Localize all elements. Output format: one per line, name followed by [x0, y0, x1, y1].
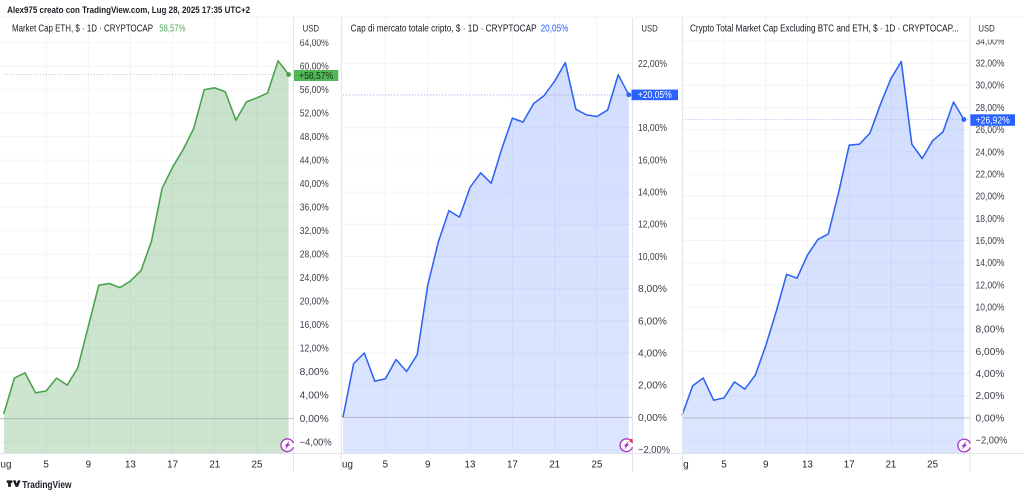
svg-text:28,00%: 28,00% [300, 250, 329, 261]
svg-text:30,00%: 30,00% [976, 81, 1005, 92]
svg-text:32,00%: 32,00% [976, 59, 1005, 70]
svg-text:24,00%: 24,00% [300, 273, 329, 284]
svg-text:−4,00%: −4,00% [300, 438, 332, 449]
svg-text:g: g [683, 459, 688, 470]
svg-text:8,00%: 8,00% [976, 325, 1005, 336]
svg-text:64,00%: 64,00% [300, 38, 329, 49]
svg-text:16,00%: 16,00% [300, 320, 329, 331]
svg-text:25: 25 [592, 459, 603, 470]
svg-text:+58,57%: +58,57% [299, 71, 333, 82]
svg-text:34,00%: 34,00% [976, 36, 1005, 47]
svg-text:USD: USD [303, 22, 320, 33]
svg-text:58,57%: 58,57% [159, 23, 186, 34]
svg-text:16,00%: 16,00% [976, 236, 1005, 247]
svg-text:18,00%: 18,00% [976, 214, 1005, 225]
svg-text:0,00%: 0,00% [976, 413, 1005, 424]
svg-text:17: 17 [167, 459, 178, 470]
svg-text:48,00%: 48,00% [300, 132, 329, 143]
svg-text:ug: ug [1, 459, 12, 470]
svg-text:4,00%: 4,00% [976, 369, 1005, 380]
svg-text:−2,00%: −2,00% [976, 436, 1008, 447]
svg-text:5: 5 [43, 459, 49, 470]
svg-text:Cap di mercato totale cripto,: Cap di mercato totale cripto, $ · 1D · C… [351, 23, 537, 34]
svg-text:22,00%: 22,00% [976, 169, 1005, 180]
svg-text:9: 9 [763, 459, 768, 470]
svg-text:Market Cap ETH, $ · 1D · CRYPT: Market Cap ETH, $ · 1D · CRYPTOCAP [12, 23, 153, 34]
svg-text:0,00%: 0,00% [300, 414, 329, 425]
svg-text:20,05%: 20,05% [541, 23, 569, 34]
svg-text:−2,00%: −2,00% [638, 445, 670, 456]
svg-text:4,00%: 4,00% [638, 348, 667, 359]
svg-text:13: 13 [125, 459, 136, 470]
svg-text:60,00%: 60,00% [300, 62, 329, 73]
svg-text:56,00%: 56,00% [300, 85, 329, 96]
svg-text:52,00%: 52,00% [300, 109, 329, 120]
svg-text:20,00%: 20,00% [976, 192, 1005, 203]
svg-text:USD: USD [641, 22, 658, 33]
svg-text:6,00%: 6,00% [976, 347, 1005, 358]
svg-text:22,00%: 22,00% [638, 59, 667, 70]
svg-text:12,00%: 12,00% [976, 280, 1005, 291]
svg-text:21: 21 [209, 459, 220, 470]
svg-text:18,00%: 18,00% [638, 123, 667, 134]
svg-text:36,00%: 36,00% [300, 203, 329, 214]
svg-text:12,00%: 12,00% [638, 220, 667, 231]
svg-text:6,00%: 6,00% [638, 316, 667, 327]
svg-text:17: 17 [507, 459, 518, 470]
svg-text:8,00%: 8,00% [300, 367, 329, 378]
svg-text:9: 9 [86, 459, 91, 470]
svg-text:44,00%: 44,00% [300, 156, 329, 167]
svg-text:14,00%: 14,00% [976, 258, 1005, 269]
svg-text:24,00%: 24,00% [976, 147, 1005, 158]
svg-text:13: 13 [802, 459, 813, 470]
svg-text:2,00%: 2,00% [638, 381, 667, 392]
svg-text:13: 13 [465, 459, 476, 470]
svg-text:5: 5 [383, 459, 389, 470]
svg-text:40,00%: 40,00% [300, 179, 329, 190]
svg-text:17: 17 [844, 459, 855, 470]
svg-text:10,00%: 10,00% [638, 252, 667, 263]
svg-text:+26,92%: +26,92% [976, 115, 1010, 126]
svg-text:21: 21 [885, 459, 896, 470]
svg-text:USD: USD [978, 22, 995, 33]
svg-text:12,00%: 12,00% [300, 344, 329, 355]
svg-text:Alex975 creato con TradingView: Alex975 creato con TradingView.com, Lug … [7, 4, 250, 15]
svg-text:26,00%: 26,00% [976, 125, 1005, 136]
svg-text:28,00%: 28,00% [976, 103, 1005, 114]
svg-text:20,00%: 20,00% [300, 297, 329, 308]
svg-text:25: 25 [927, 459, 938, 470]
svg-text:16,00%: 16,00% [638, 155, 667, 166]
svg-text:9: 9 [425, 459, 430, 470]
svg-text:2,00%: 2,00% [976, 391, 1005, 402]
svg-text:25: 25 [252, 459, 263, 470]
svg-text:10,00%: 10,00% [976, 302, 1005, 313]
svg-text:TradingView: TradingView [22, 480, 71, 491]
svg-text:8,00%: 8,00% [638, 284, 667, 295]
svg-text:14,00%: 14,00% [638, 188, 667, 199]
svg-text:21: 21 [549, 459, 560, 470]
svg-text:+20,05%: +20,05% [638, 90, 672, 101]
svg-text:ug: ug [342, 459, 353, 470]
svg-text:4,00%: 4,00% [300, 391, 329, 402]
svg-text:32,00%: 32,00% [300, 226, 329, 237]
svg-text:0,00%: 0,00% [638, 413, 667, 424]
svg-text:5: 5 [721, 459, 727, 470]
svg-text:Crypto Total Market Cap Exclud: Crypto Total Market Cap Excluding BTC an… [690, 23, 959, 34]
